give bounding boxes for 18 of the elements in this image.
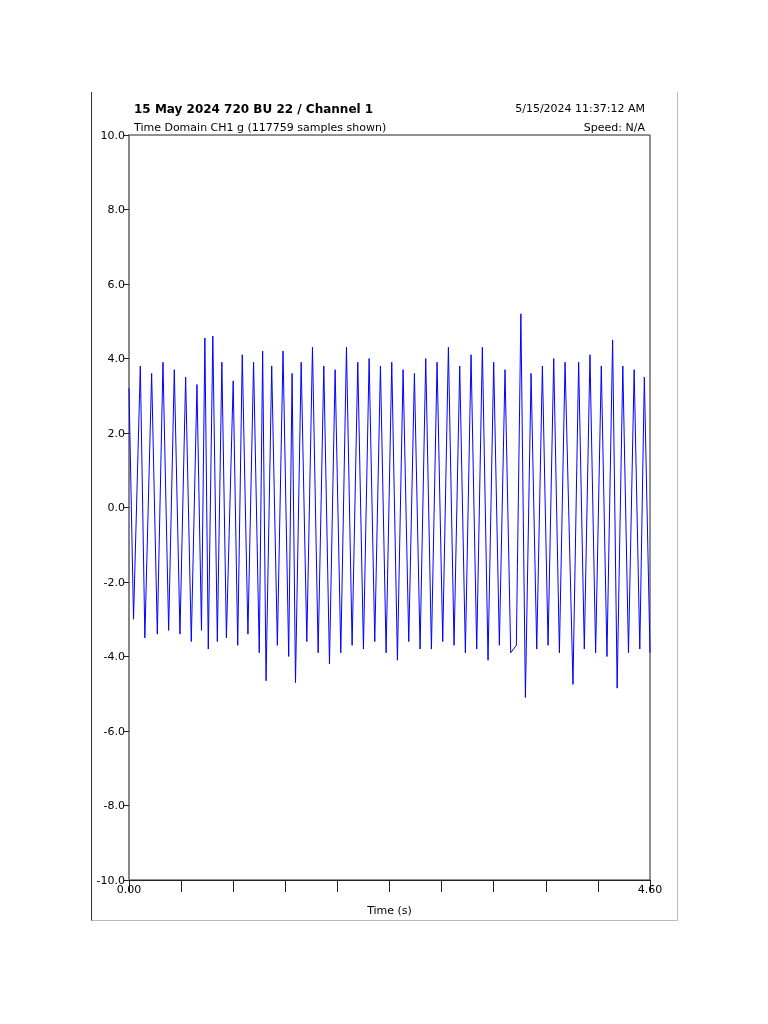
chart-subtitle: Time Domain CH1 g (117759 samples shown) [133, 121, 387, 134]
y-tick-label: 2.0 [107, 426, 125, 440]
y-tick-label: -6.0 [103, 724, 125, 738]
y-tick-label: -8.0 [103, 799, 125, 812]
x-axis-title: Time (s) [366, 904, 412, 917]
chart-title: 15 May 2024 720 BU 22 / Channel 1 [134, 102, 374, 116]
y-tick-label: 6.0 [107, 277, 125, 291]
y-tick-label: -4.0 [103, 650, 125, 663]
x-tick-label: 4.60 [637, 883, 663, 896]
line-series [128, 313, 651, 698]
y-tick-label: 4.0 [107, 352, 125, 365]
y-tick-label: 10.0 [100, 128, 125, 142]
y-tick-label: 0.0 [107, 501, 125, 514]
text: 5/15/2024 11:37:12 AM [515, 102, 646, 115]
x-tick-label: 0.00 [116, 883, 142, 896]
y-tick-label: -2.0 [103, 575, 125, 589]
y-tick-label: 8.0 [107, 203, 125, 216]
text: Speed: N/A [583, 121, 646, 134]
